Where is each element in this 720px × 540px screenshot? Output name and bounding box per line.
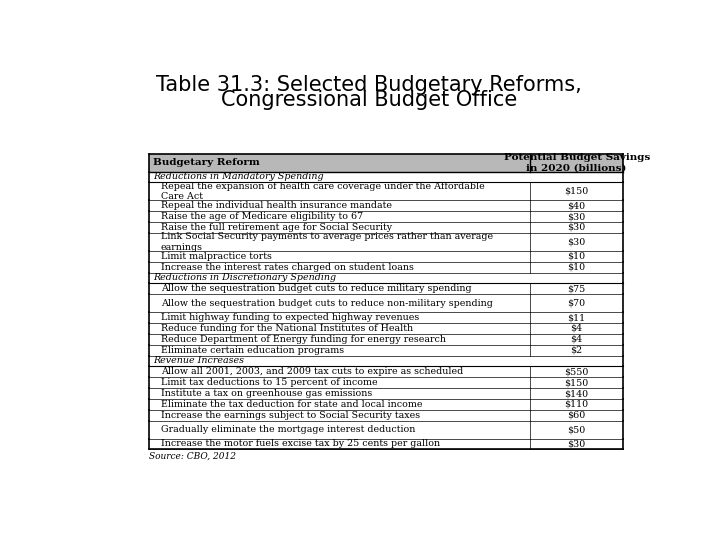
- Text: $30: $30: [567, 440, 586, 449]
- Text: $30: $30: [567, 223, 586, 232]
- Text: Increase the interest rates charged on student loans: Increase the interest rates charged on s…: [161, 262, 414, 272]
- Text: Limit highway funding to expected highway revenues: Limit highway funding to expected highwa…: [161, 313, 419, 322]
- Text: Institute a tax on greenhouse gas emissions: Institute a tax on greenhouse gas emissi…: [161, 389, 372, 398]
- Text: Reduce funding for the National Institutes of Health: Reduce funding for the National Institut…: [161, 324, 413, 333]
- Text: Allow the sequestration budget cuts to reduce non-military spending: Allow the sequestration budget cuts to r…: [161, 299, 492, 308]
- Bar: [148, 154, 623, 172]
- Text: $70: $70: [567, 299, 585, 308]
- Text: Link Social Security payments to average prices rather than average
earnings: Link Social Security payments to average…: [161, 232, 493, 252]
- Text: $30: $30: [567, 238, 586, 246]
- Text: Repeal the expansion of health care coverage under the Affordable
Care Act: Repeal the expansion of health care cove…: [161, 181, 485, 201]
- Text: Reductions in Mandatory Spending: Reductions in Mandatory Spending: [153, 172, 324, 181]
- Text: Raise the full retirement age for Social Security: Raise the full retirement age for Social…: [161, 223, 392, 232]
- Text: $40: $40: [567, 201, 585, 210]
- Text: Increase the earnings subject to Social Security taxes: Increase the earnings subject to Social …: [161, 411, 420, 420]
- Text: $11: $11: [567, 313, 585, 322]
- Text: Increase the motor fuels excise tax by 25 cents per gallon: Increase the motor fuels excise tax by 2…: [161, 440, 440, 449]
- Text: $60: $60: [567, 411, 586, 420]
- Text: Reduce Department of Energy funding for energy research: Reduce Department of Energy funding for …: [161, 335, 446, 344]
- Text: Eliminate the tax deduction for state and local income: Eliminate the tax deduction for state an…: [161, 400, 423, 409]
- Text: Limit malpractice torts: Limit malpractice torts: [161, 252, 271, 261]
- Text: $550: $550: [564, 367, 589, 376]
- Text: Eliminate certain education programs: Eliminate certain education programs: [161, 346, 344, 355]
- Text: Revenue Increases: Revenue Increases: [153, 356, 244, 366]
- Text: $150: $150: [564, 378, 589, 387]
- Text: Gradually eliminate the mortgage interest deduction: Gradually eliminate the mortgage interes…: [161, 425, 415, 434]
- Text: Limit tax deductions to 15 percent of income: Limit tax deductions to 15 percent of in…: [161, 378, 377, 387]
- Text: Potential Budget Savings
in 2020 (billions): Potential Budget Savings in 2020 (billio…: [503, 153, 649, 173]
- Text: $4: $4: [570, 335, 582, 344]
- Text: $75: $75: [567, 284, 586, 293]
- Text: $110: $110: [564, 400, 589, 409]
- Text: Repeal the individual health insurance mandate: Repeal the individual health insurance m…: [161, 201, 392, 210]
- Text: $4: $4: [570, 324, 582, 333]
- Text: Allow the sequestration budget cuts to reduce military spending: Allow the sequestration budget cuts to r…: [161, 284, 472, 293]
- Text: Raise the age of Medicare eligibility to 67: Raise the age of Medicare eligibility to…: [161, 212, 363, 221]
- Text: Reductions in Discretionary Spending: Reductions in Discretionary Spending: [153, 273, 336, 282]
- Text: Table 31.3: Selected Budgetary Reforms,: Table 31.3: Selected Budgetary Reforms,: [156, 75, 582, 95]
- Text: $140: $140: [564, 389, 589, 398]
- Text: $2: $2: [570, 346, 582, 355]
- Text: $50: $50: [567, 425, 586, 434]
- Text: $30: $30: [567, 212, 586, 221]
- Text: Budgetary Reform: Budgetary Reform: [153, 158, 260, 167]
- Text: Congressional Budget Office: Congressional Budget Office: [221, 90, 517, 110]
- Text: Allow all 2001, 2003, and 2009 tax cuts to expire as scheduled: Allow all 2001, 2003, and 2009 tax cuts …: [161, 367, 463, 376]
- Text: Source: CBO, 2012: Source: CBO, 2012: [148, 451, 235, 461]
- Text: $150: $150: [564, 187, 589, 196]
- Text: $10: $10: [567, 262, 585, 272]
- Text: $10: $10: [567, 252, 585, 261]
